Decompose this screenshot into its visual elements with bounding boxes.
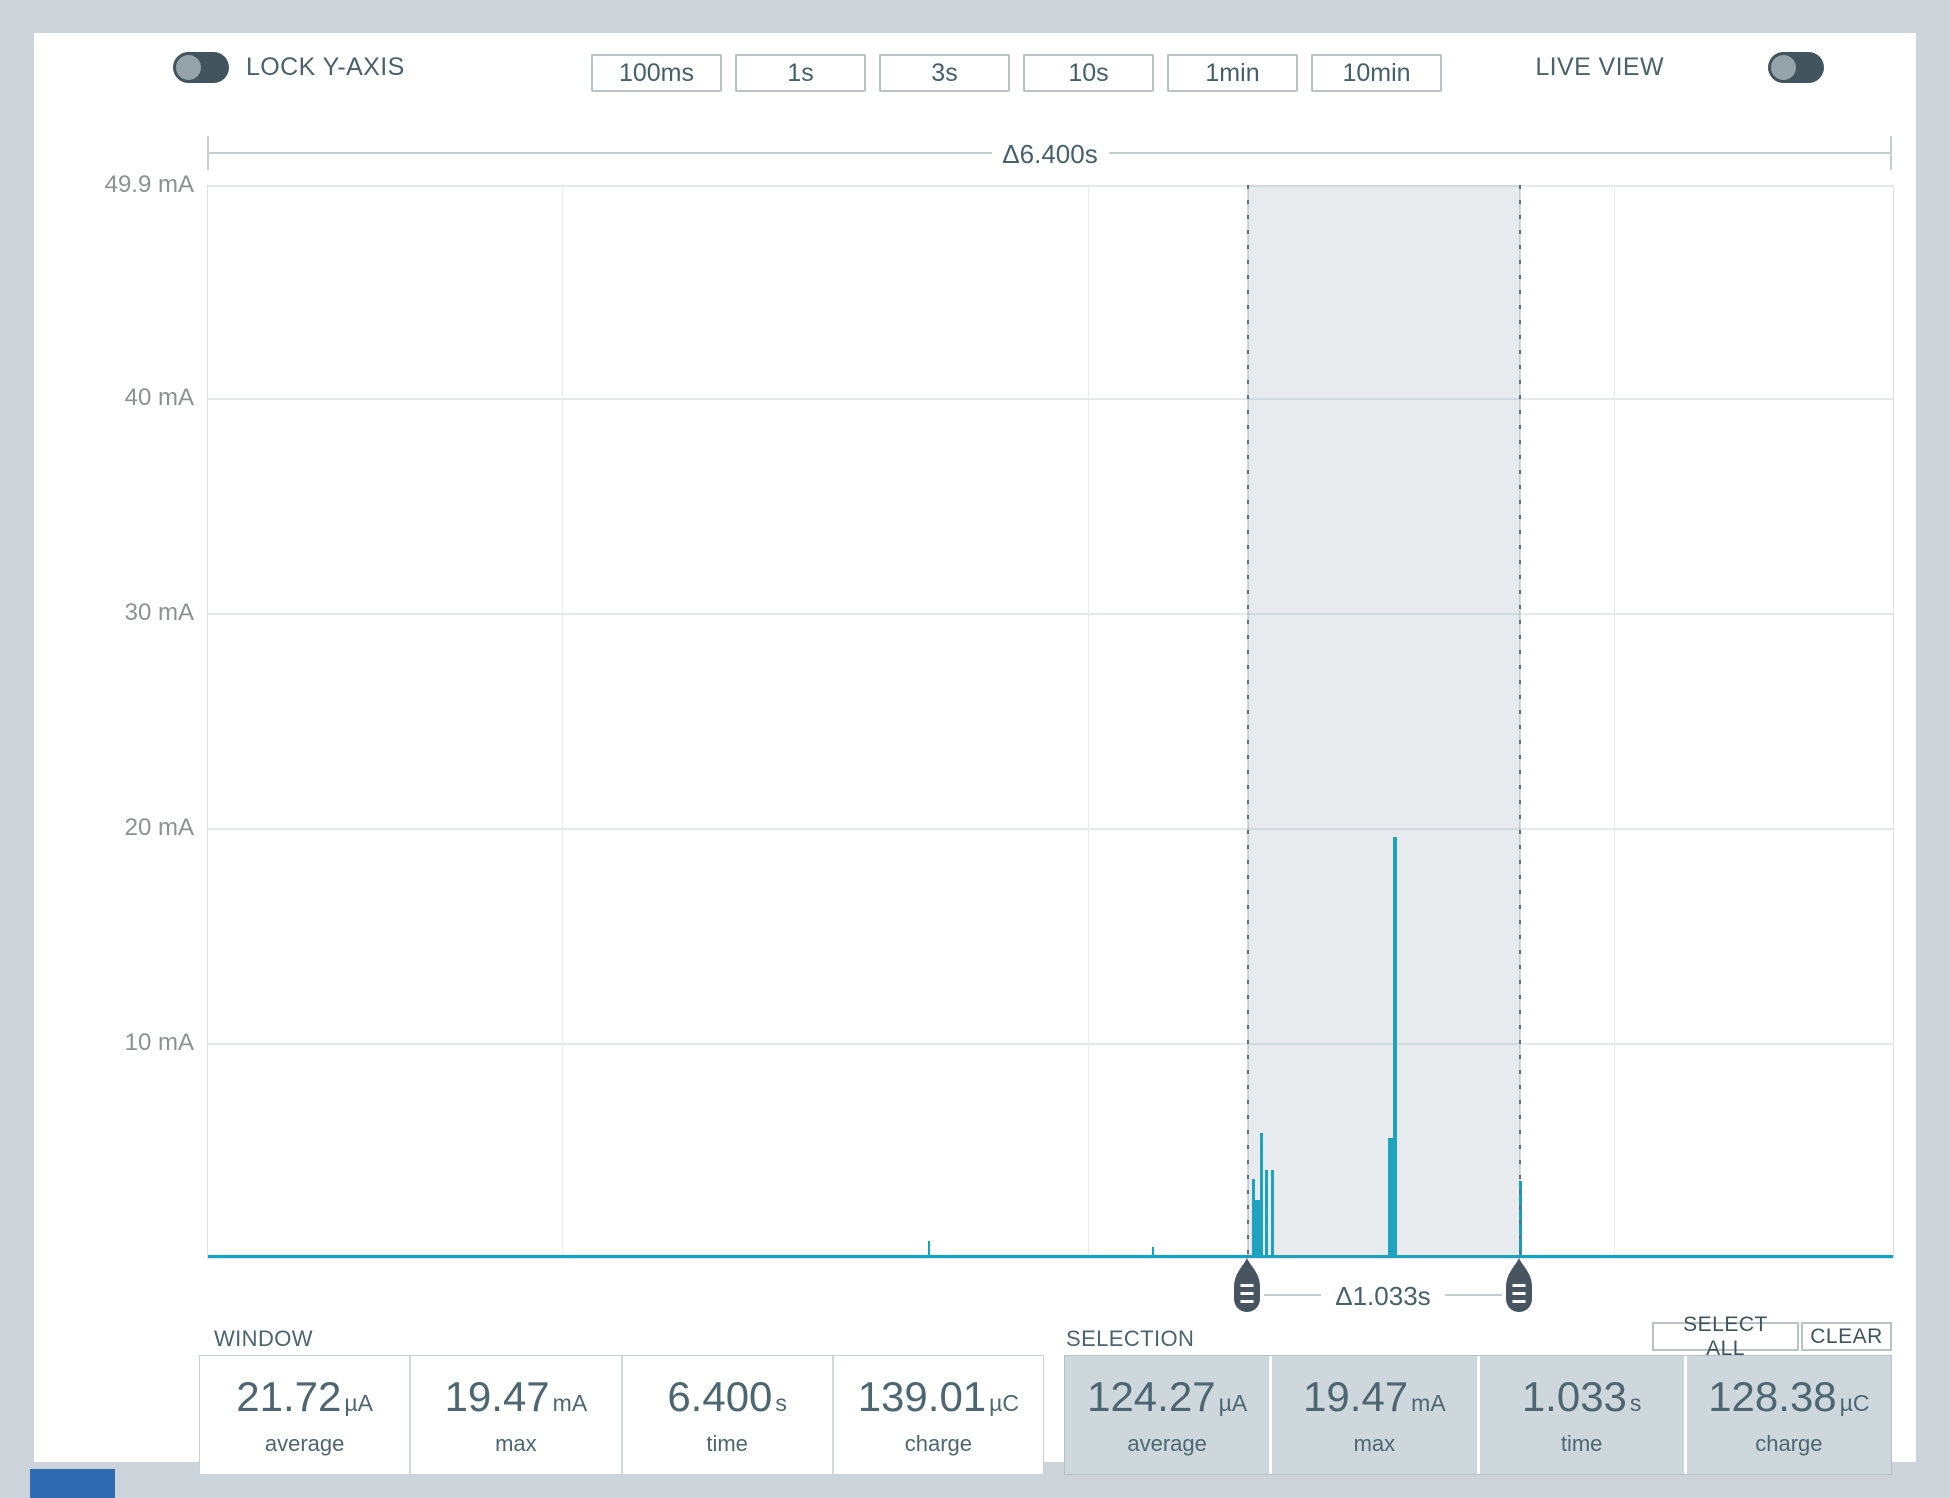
stat-label: max [495, 1431, 537, 1456]
chart-panel: LOCK Y-AXIS 100ms 1s 3s 10s 1min 10min LIVE V… [34, 33, 1916, 1475]
stat-label: average [264, 1431, 345, 1456]
window-size-buttons: 100ms 1s 3s 10s 1min 10min [591, 54, 1442, 92]
stat-unit: µC [989, 1390, 1020, 1416]
selection-delta-label: Δ1.033s [1335, 1281, 1431, 1311]
selection-delta-connector [1444, 1294, 1502, 1296]
selection-delta-connector [1263, 1294, 1321, 1296]
stat-value: 124.27 [1087, 1373, 1216, 1420]
current-spike [1392, 837, 1397, 1256]
stat-label: charge [904, 1431, 973, 1456]
window-delta-label: Δ6.400s [1002, 139, 1098, 169]
live-view-label: LIVE VIEW [1535, 53, 1664, 81]
toggle-knob [176, 55, 201, 80]
stat-unit: s [775, 1390, 787, 1416]
stat-label: time [706, 1431, 748, 1456]
horizontal-gridline [208, 185, 1893, 187]
stat-cell-max: 19.47 mA max [1269, 1356, 1477, 1474]
stat-value: 21.72 [236, 1373, 342, 1420]
y-axis-tick-label: 20 mA [124, 813, 194, 841]
stat-label: time [1560, 1431, 1603, 1456]
vertical-gridline [1614, 185, 1615, 1258]
stat-label: max [1353, 1431, 1396, 1456]
window-button-10s[interactable]: 10s [1023, 54, 1154, 92]
stat-value: 1.033 [1521, 1373, 1627, 1420]
current-spike [1259, 1133, 1263, 1256]
window-delta-bracket-tick [207, 136, 209, 170]
lock-y-axis-label: LOCK Y-AXIS [246, 53, 405, 81]
window-delta-bracket-line [1109, 152, 1892, 154]
stat-unit: µC [1839, 1390, 1870, 1416]
y-axis-tick-label: 40 mA [124, 383, 194, 411]
stat-unit: mA [552, 1390, 588, 1416]
stat-cell-charge: 139.01 µC charge [831, 1356, 1043, 1474]
y-axis-tick-label: 49.9 mA [104, 171, 194, 198]
stat-cell-time: 6.400 s time [620, 1356, 832, 1474]
stat-unit: µA [344, 1390, 373, 1416]
stat-value: 139.01 [857, 1373, 987, 1420]
selection-left-edge [1246, 185, 1249, 1258]
window-button-10min[interactable]: 10min [1311, 54, 1442, 92]
stat-unit: µA [1218, 1390, 1248, 1416]
current-spike [928, 1240, 931, 1256]
stat-label: average [1127, 1431, 1207, 1456]
vertical-gridline [1088, 185, 1089, 1258]
current-spike [1152, 1247, 1155, 1256]
horizontal-gridline [208, 397, 1893, 400]
select-all-button[interactable]: SELECT ALL [1652, 1313, 1799, 1360]
current-spike [1252, 1200, 1263, 1256]
horizontal-gridline [208, 1042, 1893, 1045]
stat-unit: s [1629, 1390, 1642, 1416]
selection-stats-group: 124.27 µA average 19.47 mA max 1.033 s time 128.3… [1064, 1355, 1892, 1475]
current-trace-baseline [208, 1255, 1893, 1258]
window-button-3s[interactable]: 3s [879, 54, 1010, 92]
window-delta-bracket-line [207, 152, 992, 154]
selection-handle-left[interactable] [1233, 1258, 1260, 1312]
current-spike [1270, 1170, 1274, 1256]
stat-label: charge [1755, 1431, 1823, 1456]
stat-cell-average: 21.72 µA average [200, 1356, 409, 1474]
toggle-knob [1771, 55, 1796, 80]
y-axis-tick-label: 30 mA [124, 598, 194, 626]
horizontal-gridline [208, 827, 1893, 830]
window-button-1s[interactable]: 1s [735, 54, 866, 92]
lock-y-axis-toggle[interactable] [173, 52, 229, 83]
stat-unit: mA [1411, 1390, 1446, 1416]
stat-value: 128.38 [1708, 1373, 1837, 1420]
stat-cell-average: 124.27 µA average [1065, 1356, 1270, 1474]
current-spike [1388, 1137, 1396, 1256]
stat-value: 19.47 [1303, 1373, 1409, 1420]
stat-cell-max: 19.47 mA max [409, 1356, 620, 1474]
window-delta-bracket-tick [1890, 136, 1892, 170]
stat-cell-time: 1.033 s time [1476, 1356, 1684, 1474]
window-stats-title: WINDOW [214, 1326, 313, 1351]
selection-handle-right[interactable] [1505, 1258, 1532, 1312]
selection-region[interactable] [1246, 185, 1521, 1258]
vertical-gridline [562, 185, 563, 1258]
window-stats-group: 21.72 µA average 19.47 mA max 6.400 s time 139.01… [199, 1355, 1044, 1475]
window-button-100ms[interactable]: 100ms [591, 54, 722, 92]
live-view-toggle[interactable] [1768, 52, 1824, 83]
stat-cell-charge: 128.38 µC charge [1683, 1356, 1891, 1474]
current-spike [1265, 1170, 1269, 1256]
background-window-fragment [30, 1469, 115, 1498]
window-button-1min[interactable]: 1min [1167, 54, 1298, 92]
clear-button[interactable]: CLEAR [1801, 1322, 1892, 1351]
y-axis-tick-label: 10 mA [124, 1028, 194, 1056]
stat-value: 19.47 [444, 1373, 550, 1420]
stat-value: 6.400 [667, 1373, 773, 1420]
horizontal-gridline [208, 612, 1893, 615]
selection-right-edge [1518, 185, 1521, 1258]
selection-stats-title: SELECTION [1066, 1326, 1195, 1351]
chart-plot-area[interactable] [207, 185, 1894, 1259]
